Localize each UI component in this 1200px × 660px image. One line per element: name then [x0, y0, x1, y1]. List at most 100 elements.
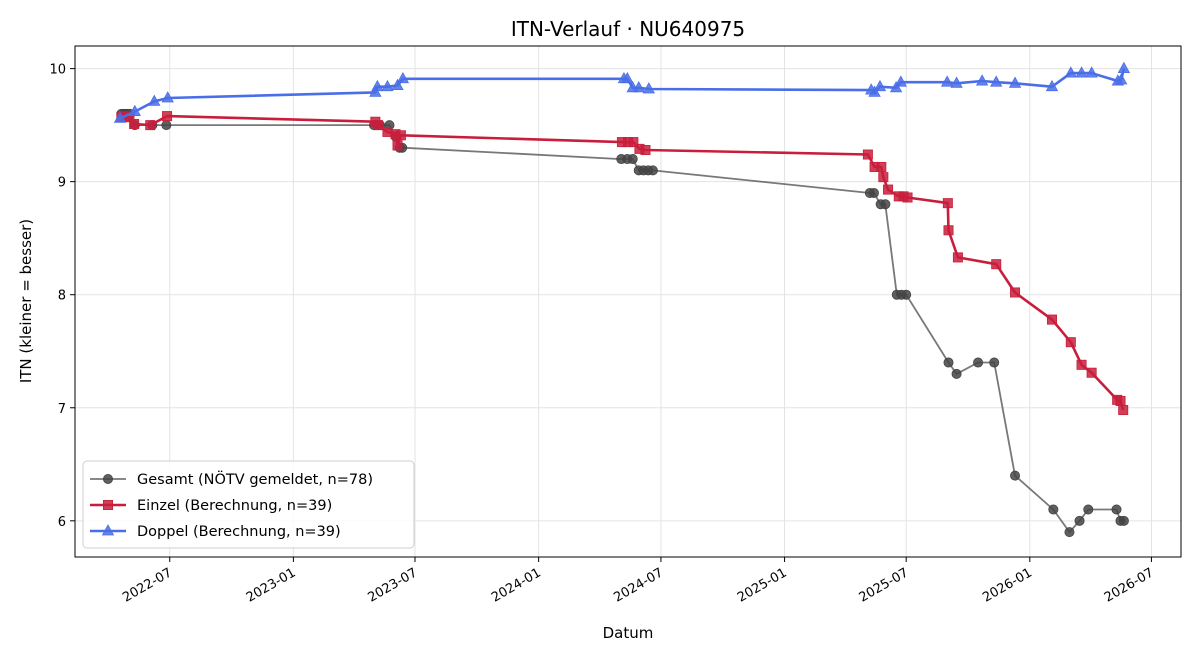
y-tick-label: 7	[58, 402, 66, 417]
series-2	[113, 61, 1131, 123]
triangle-point	[975, 74, 989, 86]
circle-point	[951, 368, 962, 379]
square-point	[640, 145, 651, 156]
square-point	[1118, 405, 1129, 416]
x-axis-label: Datum	[603, 624, 654, 642]
square-point	[395, 130, 406, 141]
triangle-point	[371, 79, 384, 92]
square-point	[162, 111, 173, 122]
series-layer	[113, 61, 1131, 538]
square-point	[1010, 287, 1021, 298]
circle-point	[1064, 527, 1075, 538]
square-point	[876, 161, 887, 172]
triangle-point	[396, 71, 410, 84]
triangle-point	[1064, 66, 1077, 78]
legend-item: Einzel (Berechnung, n=39)	[90, 498, 332, 514]
x-tick-label: 2023-01	[244, 565, 299, 605]
square-point	[883, 184, 894, 195]
triangle-point	[868, 85, 881, 97]
legend-label: Einzel (Berechnung, n=39)	[137, 498, 332, 514]
legend-marker	[103, 499, 114, 510]
square-point	[1086, 367, 1097, 378]
x-tick-label: 2024-07	[611, 565, 666, 605]
circle-point	[973, 357, 984, 368]
square-point	[628, 137, 639, 148]
triangle-point	[990, 75, 1003, 87]
triangle-point	[642, 82, 656, 94]
y-tick-label: 10	[49, 63, 66, 78]
triangle-point	[1008, 76, 1022, 88]
square-point	[392, 140, 403, 151]
triangle-point	[148, 94, 161, 106]
triangle-point	[632, 80, 645, 93]
x-tick-label: 2023-07	[365, 565, 420, 605]
circle-point	[647, 165, 658, 176]
square-point	[1076, 359, 1087, 370]
y-tick-label: 9	[58, 176, 66, 191]
triangle-point	[391, 78, 404, 90]
square-point	[943, 225, 954, 236]
triangle-point	[1117, 61, 1131, 74]
x-tick-label: 2024-01	[489, 565, 544, 605]
circle-point	[1118, 515, 1129, 526]
legend: Gesamt (NÖTV gemeldet, n=78) Einzel (Bere…	[82, 460, 415, 549]
circle-point	[627, 154, 638, 165]
x-axis: 2022-07 2023-01 2023-07 2024-01 2024-07 2025-…	[120, 557, 1156, 606]
triangle-point	[873, 79, 887, 92]
triangle-point	[1045, 79, 1059, 92]
y-axis-label: ITN (kleiner = besser)	[17, 219, 35, 383]
y-tick-label: 8	[58, 289, 66, 304]
circle-point	[161, 120, 172, 131]
triangle-point	[161, 91, 174, 103]
square-point	[1065, 337, 1076, 348]
chart-title: ITN-Verlauf · NU640975	[511, 17, 745, 41]
legend-item: Doppel (Berechnung, n=39)	[90, 524, 341, 540]
circle-point	[880, 199, 891, 210]
triangle-point	[369, 85, 382, 97]
x-tick-label: 2026-07	[1102, 565, 1157, 605]
triangle-point	[621, 71, 634, 84]
legend-label: Doppel (Berechnung, n=39)	[137, 524, 341, 540]
legend-marker	[103, 473, 114, 484]
triangle-point	[128, 104, 141, 116]
triangle-point	[381, 79, 394, 92]
circle-point	[1010, 470, 1021, 481]
plot-frame	[74, 45, 1182, 558]
legend-label: Gesamt (NÖTV gemeldet, n=78)	[137, 470, 373, 488]
triangle-point	[113, 111, 127, 123]
square-point	[129, 119, 140, 130]
square-point	[145, 120, 156, 131]
series-1	[116, 111, 1129, 416]
y-tick-label: 6	[58, 515, 66, 530]
square-point	[952, 252, 963, 263]
square-point	[942, 198, 953, 209]
circle-point	[868, 187, 879, 198]
triangle-point	[1115, 73, 1128, 85]
x-tick-label: 2025-07	[857, 565, 912, 605]
legend-marker	[101, 524, 115, 536]
x-tick-label: 2025-01	[735, 565, 790, 605]
triangle-point	[894, 75, 907, 87]
square-point	[902, 192, 913, 203]
y-axis: 6 7 8 9 10	[49, 63, 75, 530]
triangle-point	[1075, 66, 1088, 78]
square-point	[878, 172, 889, 183]
square-point	[862, 149, 873, 160]
triangle-point	[940, 75, 954, 87]
circle-point	[1083, 504, 1094, 515]
triangle-point	[1085, 66, 1098, 78]
circle-point	[1048, 504, 1059, 515]
square-point	[991, 259, 1002, 270]
x-tick-label: 2022-07	[120, 565, 175, 605]
legend-box	[82, 460, 415, 549]
circle-point	[943, 357, 954, 368]
square-point	[1115, 395, 1126, 406]
grid	[75, 46, 1181, 557]
circle-point	[989, 357, 1000, 368]
triangle-point	[889, 80, 903, 93]
circle-point	[1074, 515, 1085, 526]
square-point	[373, 120, 384, 131]
triangle-point	[950, 76, 963, 88]
x-tick-label: 2026-01	[980, 565, 1035, 605]
